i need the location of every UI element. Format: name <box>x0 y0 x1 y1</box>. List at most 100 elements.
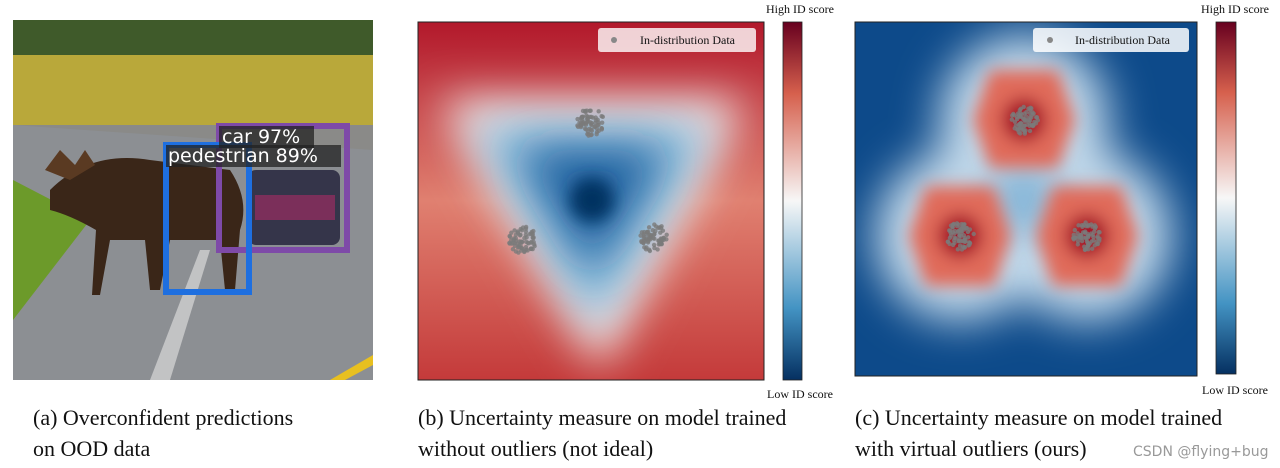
data-point <box>575 116 580 122</box>
data-point <box>1086 247 1091 252</box>
data-point <box>652 236 657 241</box>
data-point <box>660 228 666 233</box>
data-point <box>584 113 589 118</box>
data-point <box>1092 223 1097 228</box>
data-point <box>1086 222 1091 228</box>
data-point <box>1089 239 1094 244</box>
caption: with virtual outliers (ours) <box>855 436 1087 461</box>
data-point <box>1092 243 1097 248</box>
data-point <box>1013 123 1019 128</box>
data-point <box>1091 234 1096 240</box>
data-point <box>664 232 669 238</box>
data-point <box>509 230 514 235</box>
data-point <box>507 240 512 246</box>
data-point <box>961 225 967 231</box>
data-point <box>519 228 525 233</box>
data-point <box>588 120 593 125</box>
data-point <box>962 244 968 250</box>
data-point <box>959 230 964 235</box>
data-point <box>510 246 516 252</box>
data-point <box>1034 115 1040 120</box>
data-point <box>1079 223 1085 228</box>
data-point <box>1009 117 1015 122</box>
data-point <box>1017 107 1023 113</box>
data-point <box>1029 106 1034 111</box>
caption: without outliers (not ideal) <box>418 436 653 461</box>
data-point <box>531 242 537 247</box>
colorbar-top: High ID score <box>766 2 834 16</box>
caption: (b) Uncertainty measure on model trained <box>418 405 786 430</box>
data-point <box>507 233 512 239</box>
watermark: CSDN @flying+bug <box>1133 444 1269 460</box>
data-point <box>1072 227 1078 233</box>
data-point <box>638 233 643 238</box>
data-point <box>962 239 968 245</box>
data-point <box>1019 121 1024 127</box>
data-point <box>652 231 657 237</box>
caption: on OOD data <box>33 436 151 461</box>
data-point <box>1075 242 1081 247</box>
data-point <box>531 235 536 240</box>
data-point <box>1012 119 1018 124</box>
data-point <box>639 230 645 235</box>
data-point <box>945 239 951 244</box>
data-point <box>1014 114 1020 120</box>
data-point <box>513 232 519 238</box>
data-point <box>1089 246 1095 251</box>
data-point <box>950 224 955 230</box>
data-point <box>967 241 973 246</box>
data-point <box>1075 238 1081 244</box>
data-point <box>954 223 960 229</box>
data-point <box>644 229 650 235</box>
data-point <box>644 245 649 250</box>
data-point <box>647 232 652 238</box>
data-point <box>1027 128 1033 134</box>
data-point <box>1071 237 1077 242</box>
data-point <box>1078 235 1083 240</box>
data-point <box>592 124 597 130</box>
data-point <box>1017 126 1022 132</box>
data-point <box>1085 243 1091 249</box>
data-point <box>518 239 524 244</box>
data-point <box>589 114 594 120</box>
data-point <box>522 235 527 241</box>
data-point <box>1076 223 1081 228</box>
heatmap <box>418 22 764 380</box>
data-point <box>588 127 594 132</box>
data-point <box>952 235 957 241</box>
data-point <box>646 225 652 230</box>
data-point <box>599 120 605 125</box>
data-point <box>952 240 957 246</box>
data-point <box>578 121 584 126</box>
data-point <box>1095 234 1100 239</box>
data-point <box>510 240 516 246</box>
data-point <box>1086 233 1091 239</box>
data-point <box>526 241 531 246</box>
data-point <box>1018 113 1023 119</box>
data-point <box>641 240 646 246</box>
photo: car 97% pedestrian 89% <box>13 20 373 380</box>
data-point <box>531 228 536 234</box>
data-point <box>584 122 589 127</box>
data-point <box>955 247 961 252</box>
data-point <box>952 228 958 234</box>
data-point <box>650 227 655 233</box>
data-point <box>965 235 971 240</box>
data-point <box>584 116 590 122</box>
data-point <box>645 240 651 245</box>
legend-label: In-distribution Data <box>1075 33 1171 47</box>
data-point <box>518 232 523 238</box>
data-point <box>516 244 522 250</box>
data-point <box>596 128 602 134</box>
data-point <box>664 237 669 242</box>
caption: (a) Overconfident predictions <box>33 405 293 430</box>
caption: (c) Uncertainty measure on model trained <box>855 405 1222 430</box>
data-point <box>955 229 961 234</box>
data-point <box>653 224 659 229</box>
data-point <box>1026 120 1032 125</box>
data-point <box>1084 239 1090 244</box>
legend-label: In-distribution Data <box>640 33 736 47</box>
data-point <box>519 248 524 253</box>
data-point <box>655 247 660 252</box>
